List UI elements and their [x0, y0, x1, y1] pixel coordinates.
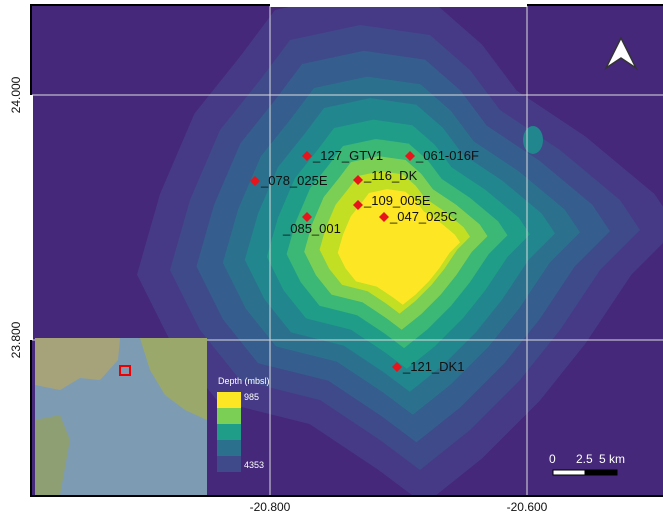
lat-label: 24.000: [9, 76, 23, 113]
legend-title: Depth (mbsl): [218, 376, 270, 386]
station-label: _127_GTV1: [312, 148, 383, 163]
inset-map: [35, 338, 207, 495]
station-label: _116_DK: [363, 168, 418, 183]
station-label: _078_025E: [260, 173, 328, 188]
scale-label: 0: [549, 452, 556, 466]
station-label: _085_001: [282, 221, 341, 236]
legend-max: 985: [244, 392, 259, 402]
station-label: _109_005E: [363, 193, 431, 208]
scale-label: 2.5: [576, 452, 593, 466]
lon-label: -20.600: [507, 500, 548, 514]
station-label: _047_025C: [389, 209, 457, 224]
lon-label: -20.800: [250, 500, 291, 514]
map: Depth (mbsl) 985 4353 0 2.5 5 km 24.000 …: [0, 0, 663, 517]
legend-min: 4353: [244, 460, 264, 470]
scale-label: 5 km: [599, 452, 625, 466]
frame-segment: [30, 95, 33, 340]
frame-segment: [270, 4, 527, 7]
page: Depth (mbsl) 985 4353 0 2.5 5 km 24.000 …: [0, 0, 663, 522]
station-label: _121_DK1: [402, 359, 464, 374]
station-label: _061-016F: [415, 148, 479, 163]
lat-label: 23.800: [9, 321, 23, 358]
